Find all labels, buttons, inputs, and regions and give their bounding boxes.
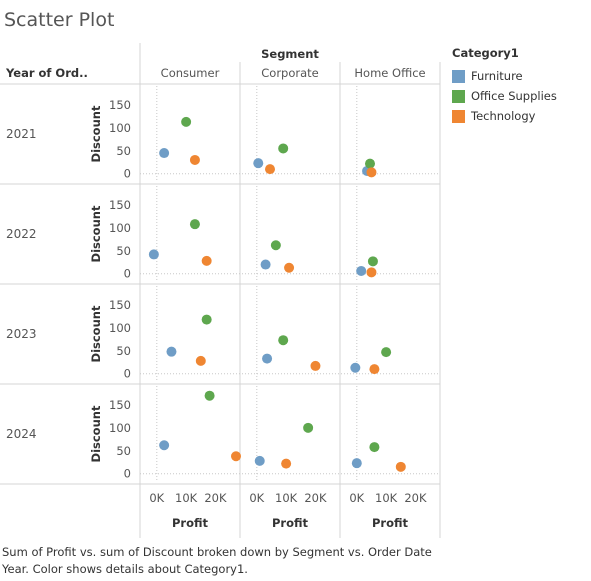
data-point [189,219,200,230]
y-tick-label: 150 [109,398,131,412]
legend-item-technology[interactable]: Technology [452,106,557,126]
y-tick-label: 50 [116,444,131,458]
x-tick-label: 10K [275,491,298,505]
x-tick-label: 10K [375,491,398,505]
y-tick-label: 100 [109,121,131,135]
data-point [201,255,212,266]
y-tick-label: 50 [116,244,131,258]
data-point [262,353,273,364]
data-point [356,265,367,276]
data-point [278,143,289,154]
data-point [351,458,362,469]
data-point [281,458,292,469]
x-axis-title: Profit [272,516,309,530]
y-tick-label: 0 [124,267,131,281]
data-point [367,256,378,267]
data-point [270,240,281,251]
legend-label: Office Supplies [471,89,557,103]
row-header-year: 2021 [6,127,37,141]
data-point [166,346,177,357]
row-header-year: 2023 [6,327,37,341]
y-tick-label: 150 [109,198,131,212]
data-point [253,158,264,169]
column-header: Corporate [261,66,319,80]
data-point [369,364,380,375]
column-header: Home Office [354,66,425,80]
x-tick-label: 20K [304,491,327,505]
legend-label: Furniture [471,69,523,83]
x-tick-label: 10K [175,491,198,505]
y-tick-label: 0 [124,167,131,181]
data-point [365,158,375,169]
y-axis-title: Discount [89,205,103,262]
data-point [381,347,392,358]
x-tick-label: 0K [149,491,164,505]
data-point [366,167,377,178]
data-point [254,455,265,466]
data-point [284,262,295,273]
data-point [231,451,241,462]
y-tick-label: 50 [116,344,131,358]
data-point [195,355,206,366]
y-tick-label: 150 [109,98,131,112]
data-point [159,148,170,159]
data-point [189,154,200,165]
y-tick-label: 0 [124,367,131,381]
data-point [366,267,377,278]
x-tick-label: 20K [404,491,427,505]
data-point [159,440,170,451]
legend-swatch [452,69,465,83]
segment-header: Segment [261,47,319,61]
data-point [369,442,380,453]
data-point [201,314,212,325]
y-tick-label: 0 [124,467,131,481]
legend-label: Technology [471,109,536,123]
y-tick-label: 50 [116,144,131,158]
y-tick-label: 100 [109,421,131,435]
data-point [260,259,271,270]
data-point [395,461,406,472]
data-point [204,390,215,401]
data-point [310,360,321,371]
y-axis-title: Discount [89,405,103,462]
legend-item-furniture[interactable]: Furniture [452,66,557,86]
legend-title: Category1 [452,46,519,60]
legend-swatch [452,109,465,123]
y-axis-title: Discount [89,305,103,362]
y-tick-label: 100 [109,221,131,235]
row-field-header: Year of Ord.. [5,66,88,80]
legend: Category1 Furniture Office Supplies Tech… [452,46,557,126]
legend-item-office-supplies[interactable]: Office Supplies [452,86,557,106]
y-tick-label: 100 [109,321,131,335]
row-header-year: 2024 [6,427,37,441]
x-tick-label: 0K [349,491,364,505]
x-tick-label: 20K [204,491,227,505]
y-axis-title: Discount [89,105,103,162]
legend-swatch [452,89,465,103]
data-point [181,116,192,127]
data-point [265,164,275,175]
x-tick-label: 0K [249,491,264,505]
x-axis-title: Profit [172,516,209,530]
data-point [303,422,314,433]
column-header: Consumer [161,66,220,80]
data-point [278,335,289,346]
data-point [350,362,361,373]
page-title: Scatter Plot [4,9,115,31]
y-tick-label: 150 [109,298,131,312]
row-header-year: 2022 [6,227,37,241]
chart-caption: Sum of Profit vs. sum of Discount broken… [2,545,432,576]
x-axis-title: Profit [372,516,409,530]
data-point [148,249,159,260]
